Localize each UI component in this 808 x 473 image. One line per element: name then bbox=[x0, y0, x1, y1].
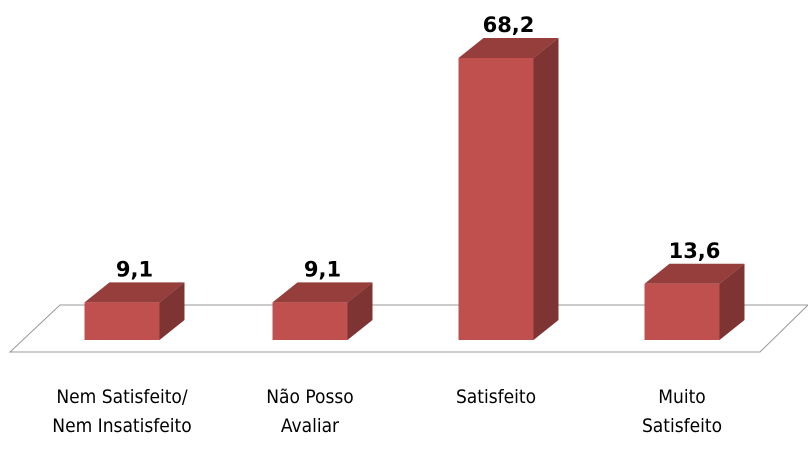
bar bbox=[458, 58, 534, 340]
category-label: Não Posso Avaliar bbox=[266, 386, 354, 437]
category-label: Satisfeito bbox=[455, 386, 537, 408]
value-label: 9,1 bbox=[116, 257, 153, 281]
bar-top bbox=[458, 38, 559, 58]
bar-top bbox=[644, 263, 745, 284]
bar-side bbox=[347, 282, 373, 340]
category-label: Muito Satisfeito bbox=[641, 386, 723, 437]
category-label: Nem Satisfeito/ Nem Insatisfeito bbox=[52, 386, 192, 437]
value-label: 9,1 bbox=[304, 257, 341, 281]
bar bbox=[84, 302, 160, 340]
value-label: 68,2 bbox=[483, 13, 535, 37]
bar-top bbox=[272, 282, 373, 303]
bar-top bbox=[84, 282, 185, 303]
bar bbox=[644, 283, 720, 340]
bar-side bbox=[533, 38, 559, 340]
bar-side bbox=[159, 282, 185, 340]
value-label: 13,6 bbox=[669, 239, 721, 263]
bar-side bbox=[719, 263, 745, 340]
bar bbox=[272, 302, 348, 340]
floor bbox=[8, 304, 808, 353]
